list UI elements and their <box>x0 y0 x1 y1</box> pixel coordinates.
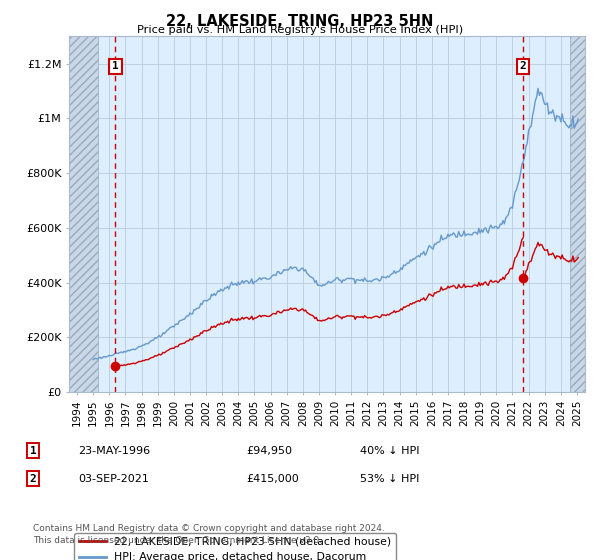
Text: 1: 1 <box>112 62 119 72</box>
Text: 23-MAY-1996: 23-MAY-1996 <box>78 446 150 456</box>
Bar <box>69 36 98 392</box>
Text: 2: 2 <box>29 474 37 484</box>
Text: 22, LAKESIDE, TRING, HP23 5HN: 22, LAKESIDE, TRING, HP23 5HN <box>166 14 434 29</box>
Text: 40% ↓ HPI: 40% ↓ HPI <box>360 446 419 456</box>
Text: £94,950: £94,950 <box>246 446 292 456</box>
Text: Price paid vs. HM Land Registry's House Price Index (HPI): Price paid vs. HM Land Registry's House … <box>137 25 463 35</box>
Bar <box>571 36 585 392</box>
Text: 03-SEP-2021: 03-SEP-2021 <box>78 474 149 484</box>
Text: 1: 1 <box>29 446 37 456</box>
Text: 53% ↓ HPI: 53% ↓ HPI <box>360 474 419 484</box>
Text: £415,000: £415,000 <box>246 474 299 484</box>
Text: 2: 2 <box>520 62 527 72</box>
Text: Contains HM Land Registry data © Crown copyright and database right 2024.
This d: Contains HM Land Registry data © Crown c… <box>33 524 385 545</box>
Legend: 22, LAKESIDE, TRING, HP23 5HN (detached house), HPI: Average price, detached hou: 22, LAKESIDE, TRING, HP23 5HN (detached … <box>74 533 396 560</box>
